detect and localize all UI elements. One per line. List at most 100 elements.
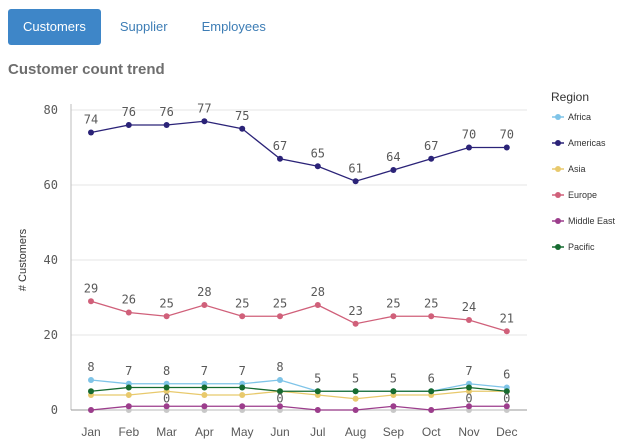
data-label: 0 bbox=[163, 391, 170, 405]
series-middle-east-point bbox=[314, 407, 321, 413]
series-pacific-point bbox=[390, 388, 397, 395]
x-tick-label: May bbox=[231, 425, 254, 439]
data-label: 5 bbox=[314, 371, 321, 385]
series-middle-east-point bbox=[201, 403, 208, 410]
data-label: 64 bbox=[386, 150, 400, 164]
series-europe-point bbox=[466, 317, 472, 323]
legend-swatch-dot bbox=[555, 218, 561, 224]
legend-item: Asia bbox=[552, 164, 586, 174]
series-middle-east-point bbox=[503, 403, 510, 410]
x-tick-label: Jan bbox=[81, 425, 100, 439]
series-pacific-point bbox=[503, 388, 510, 395]
legend-label: Europe bbox=[568, 190, 597, 200]
legend-label: Americas bbox=[568, 138, 606, 148]
chart-title: Customer count trend bbox=[8, 61, 165, 78]
y-tick-label: 60 bbox=[44, 178, 58, 192]
legend-item: Pacific bbox=[552, 242, 595, 252]
data-label: 65 bbox=[311, 146, 325, 160]
x-tick-label: Aug bbox=[345, 425, 366, 439]
data-label: 6 bbox=[503, 368, 510, 382]
data-label: 8 bbox=[276, 360, 283, 374]
series-pacific-point bbox=[125, 384, 132, 391]
series-pacific-point bbox=[201, 384, 208, 391]
series-europe-point bbox=[201, 302, 208, 308]
tab-employees[interactable]: Employees bbox=[201, 19, 266, 34]
y-tick-label: 0 bbox=[51, 403, 58, 417]
series-pacific-point bbox=[239, 384, 246, 391]
series-africa-point bbox=[277, 377, 283, 383]
series-pacific-line bbox=[90, 386, 507, 392]
data-label: 67 bbox=[424, 139, 438, 153]
series-asia-point bbox=[352, 395, 359, 402]
series-middle-east-point bbox=[88, 407, 94, 413]
series-europe-point bbox=[390, 313, 397, 320]
data-label: 25 bbox=[159, 296, 173, 310]
data-label: 75 bbox=[235, 109, 249, 123]
data-label: 7 bbox=[239, 364, 246, 378]
x-tick-label: Nov bbox=[458, 425, 479, 439]
legend-label: Africa bbox=[568, 112, 591, 122]
series-asia-point bbox=[125, 392, 132, 398]
series-americas-point bbox=[277, 155, 283, 162]
legend-item: Europe bbox=[552, 190, 597, 200]
data-label: 61 bbox=[348, 161, 362, 175]
y-tick-label: 20 bbox=[44, 328, 58, 342]
series-europe-point bbox=[352, 320, 359, 327]
series-pacific-point bbox=[352, 388, 359, 395]
legend-label: Middle East bbox=[568, 216, 616, 226]
data-label: 28 bbox=[197, 285, 211, 299]
series-europe-point bbox=[88, 298, 94, 305]
series-pacific-point bbox=[314, 388, 321, 395]
legend-item: Middle East bbox=[552, 216, 616, 226]
series-middle-east-point bbox=[352, 407, 359, 413]
data-label: 8 bbox=[87, 360, 94, 374]
series-middle-east-line bbox=[90, 405, 507, 411]
data-label: 25 bbox=[273, 296, 287, 310]
series-europe-point bbox=[125, 309, 132, 316]
data-label: 77 bbox=[197, 101, 211, 115]
data-label: 25 bbox=[235, 296, 249, 310]
series-europe-line bbox=[90, 300, 507, 332]
data-label: 0 bbox=[503, 391, 510, 405]
series-middle-east-point bbox=[163, 403, 170, 410]
tab-customers[interactable]: Customers bbox=[8, 9, 101, 45]
x-tick-label: Jun bbox=[270, 425, 289, 439]
data-label: 28 bbox=[311, 285, 325, 299]
series-asia-point bbox=[239, 392, 246, 398]
x-tick-label: Oct bbox=[422, 425, 441, 439]
series-pacific-point bbox=[277, 388, 283, 395]
x-tick-label: Dec bbox=[496, 425, 517, 439]
data-label: 70 bbox=[500, 128, 514, 142]
data-label: 70 bbox=[462, 128, 476, 142]
legend-item: Africa bbox=[552, 112, 591, 122]
legend-label: Asia bbox=[568, 164, 586, 174]
data-label: 5 bbox=[352, 371, 359, 385]
series-americas-point bbox=[125, 122, 132, 128]
legend-item: Americas bbox=[552, 138, 606, 148]
legend-swatch-dot bbox=[555, 166, 561, 172]
series-pacific-point bbox=[428, 388, 435, 395]
series-americas-line bbox=[90, 120, 507, 182]
series-europe-point bbox=[314, 302, 321, 308]
series-asia-point bbox=[201, 392, 208, 398]
legend-swatch-dot bbox=[555, 244, 561, 250]
x-tick-label: Jul bbox=[310, 425, 325, 439]
x-tick-label: Mar bbox=[156, 425, 177, 439]
tab-supplier[interactable]: Supplier bbox=[119, 19, 168, 34]
data-label: 21 bbox=[500, 311, 514, 325]
data-label: 7 bbox=[201, 364, 208, 378]
data-label: 0 bbox=[465, 391, 472, 405]
series-americas-point bbox=[88, 129, 94, 136]
data-label: 76 bbox=[159, 105, 173, 119]
data-label: 74 bbox=[84, 113, 98, 127]
series-americas-point bbox=[314, 163, 321, 170]
data-label: 26 bbox=[122, 293, 136, 307]
legend-title: Region bbox=[551, 90, 589, 104]
data-label: 5 bbox=[390, 371, 397, 385]
series-europe-point bbox=[163, 313, 170, 320]
data-label: 7 bbox=[465, 364, 472, 378]
x-tick-label: Sep bbox=[383, 425, 405, 439]
y-tick-label: 80 bbox=[44, 103, 58, 117]
series-americas-point bbox=[503, 144, 510, 151]
